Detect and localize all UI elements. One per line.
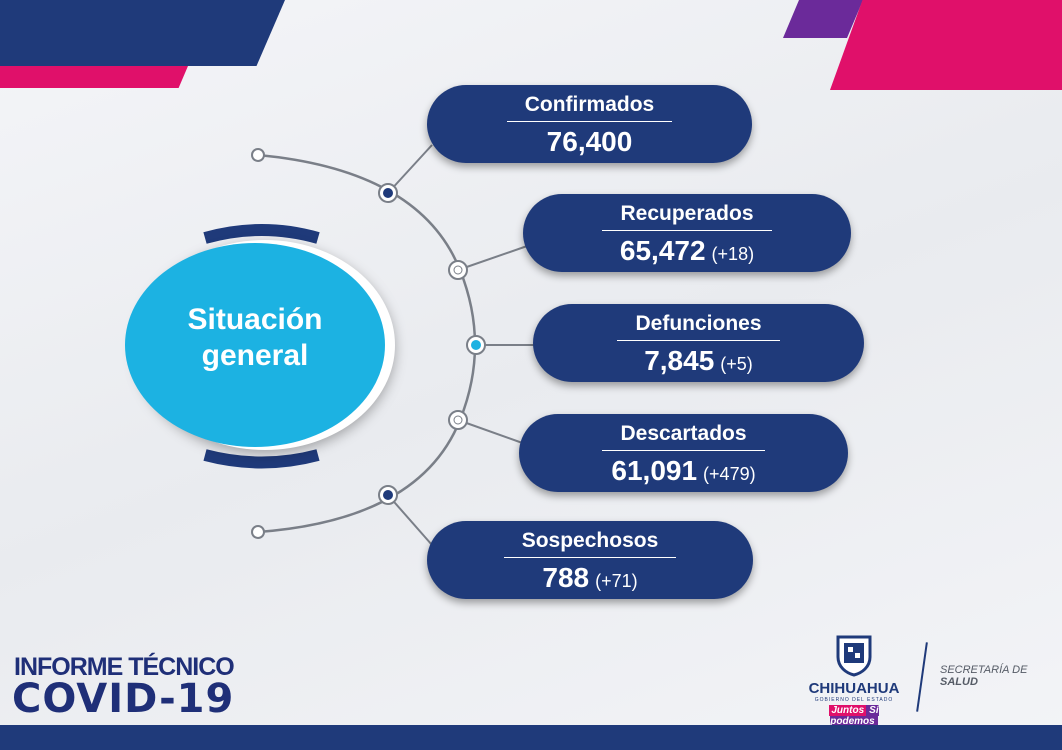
center-label: Situación general xyxy=(130,302,380,374)
stat-descartados: Descartados 61,091 (+479) xyxy=(519,414,848,492)
coat-of-arms-icon xyxy=(836,635,872,677)
stat-delta: (+479) xyxy=(703,464,756,484)
stat-value: 61,091 xyxy=(611,455,698,486)
report-subtitle: COVID-19 xyxy=(12,676,235,722)
stat-label: Confirmados xyxy=(506,93,673,122)
stat-delta: (+71) xyxy=(595,571,638,591)
slogan-juntos: Juntos xyxy=(829,705,867,716)
top-left-pink-band xyxy=(0,66,188,88)
stat-delta: (+5) xyxy=(720,354,753,374)
stat-label: Defunciones xyxy=(617,312,780,341)
top-left-navy-band xyxy=(0,0,285,66)
department-label: SECRETARÍA DE SALUD xyxy=(940,664,1027,688)
stat-value: 788 xyxy=(542,562,590,593)
stat-value: 65,472 xyxy=(619,235,706,266)
top-right-pink-band xyxy=(830,0,1062,90)
center-line1: Situación xyxy=(187,303,323,336)
stat-defunciones: Defunciones 7,845 (+5) xyxy=(533,304,864,382)
dept-line1: SECRETARÍA DE xyxy=(940,664,1028,676)
stat-label: Recuperados xyxy=(602,202,772,231)
dept-line2: SALUD xyxy=(940,676,978,688)
stat-label: Sospechosos xyxy=(503,529,677,558)
logo-name: CHIHUAHUA xyxy=(808,680,900,697)
bottom-navy-band xyxy=(0,725,1062,750)
stat-delta: (+18) xyxy=(711,244,755,264)
chihuahua-logo: CHIHUAHUA GOBIERNO DEL ESTADO Juntos Sí p… xyxy=(806,633,902,727)
center-line2: general xyxy=(201,339,309,372)
stat-sospechosos: Sospechosos 788 (+71) xyxy=(427,521,753,599)
stat-value: 7,845 xyxy=(644,345,715,376)
stat-label: Descartados xyxy=(602,422,765,451)
stat-value: 76,400 xyxy=(546,126,633,157)
report-title: INFORME TÉCNICO xyxy=(14,653,235,681)
stat-confirmados: Confirmados 76,400 xyxy=(427,85,752,163)
stat-recuperados: Recuperados 65,472 (+18) xyxy=(523,194,851,272)
logo-subtitle: GOBIERNO DEL ESTADO xyxy=(814,697,894,703)
